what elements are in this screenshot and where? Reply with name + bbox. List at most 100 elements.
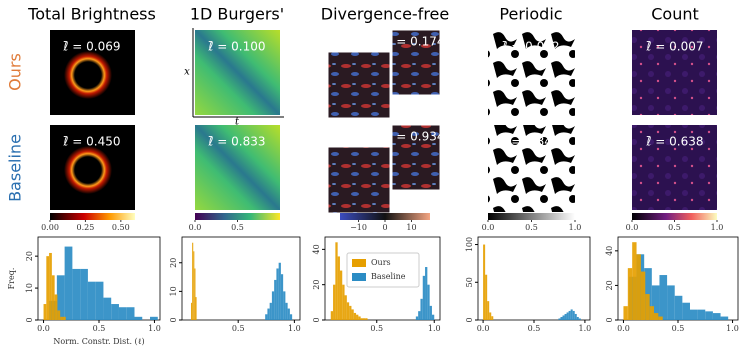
bar [636, 254, 641, 320]
bar [285, 302, 288, 320]
bar [54, 294, 58, 320]
bar [351, 309, 354, 320]
y-axis-label: Freq. [7, 268, 16, 290]
bar [126, 307, 135, 320]
bar [118, 307, 127, 320]
x-tick-label: 1.0 [579, 324, 592, 333]
colorbar-tick-label: 0.0 [189, 223, 202, 232]
bar [103, 297, 112, 320]
image [632, 125, 717, 210]
x-tick-label: 0.5 [370, 324, 383, 333]
bar [195, 297, 197, 320]
bar [654, 313, 659, 320]
colorbar-tick-label: 0.5 [668, 223, 681, 232]
image [488, 125, 575, 212]
bar [632, 242, 637, 320]
x-tick-label: 0.0 [37, 324, 50, 333]
x-tick-label: 0.5 [93, 324, 106, 333]
annotation: ℓ̄ = 0.842 [502, 135, 560, 149]
annotation: ℓ̄ = 0.100 [208, 40, 266, 54]
bar [271, 291, 275, 320]
bar [360, 318, 363, 320]
column-title: Divergence-free [321, 5, 449, 24]
bar [651, 285, 660, 320]
annotation: ℓ̄ = 0.069 [63, 40, 121, 54]
bar [280, 274, 284, 320]
plot-frame [324, 236, 441, 321]
bar [362, 318, 366, 320]
plot-frame [181, 236, 301, 321]
bar [645, 294, 650, 320]
bar [87, 281, 96, 320]
bar [418, 311, 421, 320]
bar [342, 284, 345, 320]
bar [49, 252, 52, 320]
bar [489, 312, 492, 320]
bar [570, 309, 573, 320]
bar [353, 312, 357, 320]
colorbar-tick-label: −10 [350, 223, 367, 232]
bar [562, 315, 565, 320]
row-label: Ours [6, 53, 25, 91]
colorbar [195, 213, 280, 220]
bar [80, 268, 88, 320]
bar [95, 281, 104, 320]
column-title: Count [651, 5, 699, 24]
bar [283, 291, 286, 320]
axis-arrows [192, 28, 284, 118]
bar [640, 271, 646, 320]
colorbar [340, 213, 430, 220]
annotation: ℓ̄ = 0.638 [646, 135, 704, 149]
image [64, 146, 112, 194]
bar [576, 316, 579, 320]
bar [659, 275, 668, 320]
annotation: ℓ̄ = 0.833 [208, 135, 266, 149]
bar [560, 316, 563, 320]
y-tick-label: 40 [312, 244, 321, 254]
bar [346, 302, 350, 320]
bar [190, 302, 193, 320]
bar [356, 314, 359, 320]
y-tick-label: 50 [465, 277, 474, 287]
bar [337, 256, 340, 320]
x-tick-label: 1.0 [726, 324, 739, 333]
bar [415, 316, 419, 320]
annotation: ℓ̄ = 0.012 [502, 40, 560, 54]
colorbar [488, 213, 575, 220]
bar [578, 318, 581, 320]
bar [64, 246, 73, 320]
annotation: ℓ̄ = 0.934 [387, 130, 445, 144]
x-tick-label: 1.0 [288, 324, 301, 333]
annotation: ℓ̄ = 0.450 [63, 135, 121, 149]
bar [566, 312, 569, 320]
y-tick-label: 0 [25, 317, 34, 322]
bar [358, 316, 361, 320]
bar [269, 302, 272, 320]
y-tick-label: 0 [312, 317, 321, 322]
bar [564, 313, 567, 320]
bar [425, 267, 428, 320]
legend-swatch [352, 273, 366, 281]
x-tick-label: 1.0 [428, 324, 441, 333]
bar [627, 268, 633, 320]
colorbar-tick-label: 0.0 [482, 223, 495, 232]
colorbar-tick-label: 0.00 [41, 223, 59, 232]
bar [289, 314, 293, 320]
bar [697, 309, 706, 320]
axis-label: x [184, 67, 190, 78]
colorbar-tick-label: 0.5 [231, 223, 244, 232]
column-title: Total Brightness [27, 5, 156, 24]
bar [267, 308, 270, 320]
bar [344, 295, 347, 320]
annotation: ℓ̄ = 0.007 [646, 40, 704, 54]
bar [667, 285, 675, 320]
colorbar-tick-label: 10 [406, 223, 416, 232]
bar [674, 295, 683, 320]
colorbar-tick-label: 0.25 [77, 223, 95, 232]
bar [427, 284, 430, 320]
colorbar [632, 213, 717, 220]
bar [574, 313, 577, 320]
y-tick-label: 10 [169, 286, 178, 296]
bar [485, 274, 488, 320]
